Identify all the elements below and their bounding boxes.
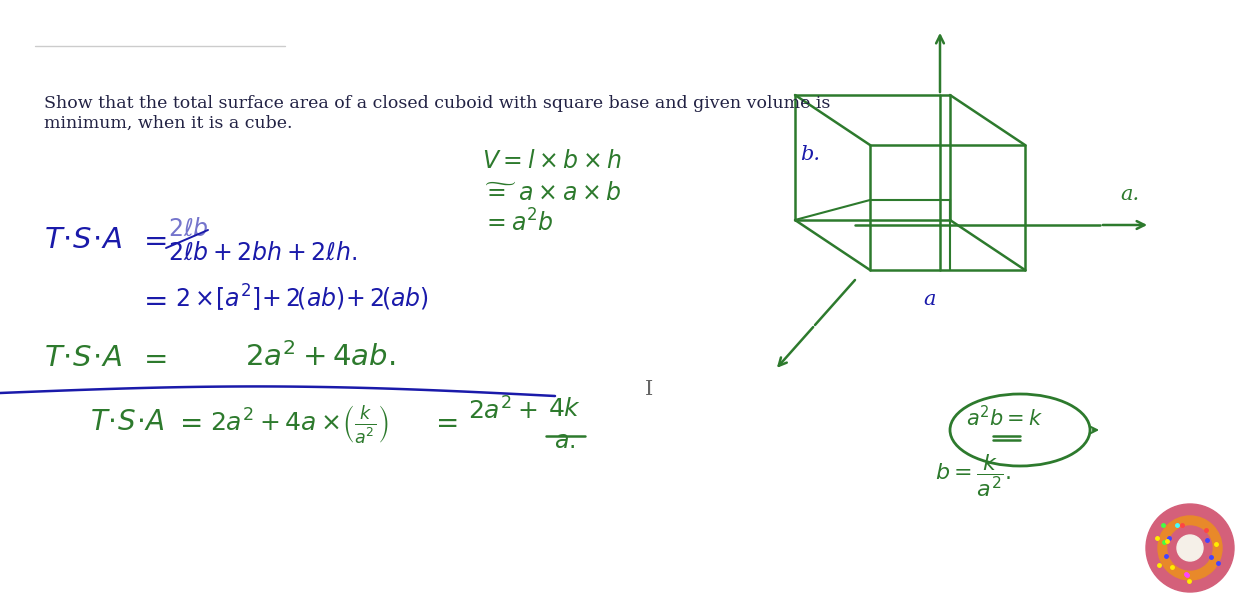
Text: a: a [924,290,935,309]
Text: a.: a. [1120,185,1139,204]
Text: $2a^2 +$: $2a^2 +$ [467,398,537,425]
Text: minimum, when it is a cube.: minimum, when it is a cube. [44,115,292,132]
Text: $=$: $=$ [139,286,168,314]
Text: $2a^2 + 4ab.$: $2a^2 + 4ab.$ [244,342,396,372]
Text: $=$: $=$ [139,344,168,372]
Text: $T \!\cdot\! S \!\cdot\! A$: $T \!\cdot\! S \!\cdot\! A$ [44,344,122,372]
Text: $2 \times \!\left[a^2\right]\! + 2\!\left(ab\right)\! + 2\!\left(ab\right)$: $2 \times \!\left[a^2\right]\! + 2\!\lef… [175,284,428,314]
Text: $2\ell b$: $2\ell b$ [168,218,209,241]
Text: $b = \dfrac{k}{a^2}.$: $b = \dfrac{k}{a^2}.$ [935,452,1011,499]
Text: $2\ell b + 2bh + 2\ell h.$: $2\ell b + 2bh + 2\ell h.$ [168,242,358,265]
Text: $=$: $=$ [139,226,168,254]
Text: $4k$: $4k$ [548,398,581,421]
Circle shape [1168,526,1212,570]
Text: Show that the total surface area of a closed cuboid with square base and given v: Show that the total surface area of a cl… [44,95,830,112]
Text: $\widetilde{=}\ a \times a \times b$: $\widetilde{=}\ a \times a \times b$ [483,182,621,205]
Text: $a^2b = k$: $a^2b = k$ [966,405,1043,430]
Text: $T \!\cdot\! S \!\cdot\! A$: $T \!\cdot\! S \!\cdot\! A$ [89,409,165,436]
Circle shape [1158,516,1222,580]
Text: $2a^2 + 4a \times \!\left(\frac{k}{a^2}\right)$: $2a^2 + 4a \times \!\left(\frac{k}{a^2}\… [210,403,388,445]
Text: $= a^2 b$: $= a^2 b$ [483,210,553,237]
Text: $a.$: $a.$ [554,430,576,453]
Text: $=$: $=$ [430,409,457,436]
Text: I: I [645,380,653,399]
Circle shape [1177,535,1203,561]
Text: b.: b. [800,145,820,164]
Text: $=$: $=$ [174,409,202,436]
Circle shape [1147,504,1234,592]
Text: $V = l \times b \times h$: $V = l \times b \times h$ [483,150,622,173]
Text: $T \!\cdot\! S \!\cdot\! A$: $T \!\cdot\! S \!\cdot\! A$ [44,226,122,254]
